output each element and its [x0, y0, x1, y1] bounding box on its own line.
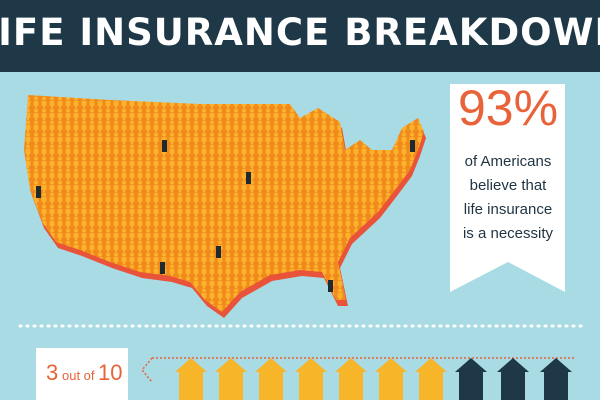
title: LIFE INSURANCE BREAKDOWN [0, 11, 600, 54]
stat-line: believe that [470, 177, 548, 194]
callout-text: out of [62, 368, 95, 383]
stat-line: of Americans [465, 153, 552, 170]
callout-total: 10 [98, 360, 122, 385]
house-icon [175, 358, 207, 400]
house-icon [295, 358, 327, 400]
house-icon [415, 358, 447, 400]
stat-line: life insurance [464, 201, 552, 218]
banner [450, 84, 565, 292]
house-icon [375, 358, 407, 400]
stat-value: 93% [458, 80, 558, 136]
house-icon [215, 358, 247, 400]
house-icon [497, 358, 529, 400]
house-icon [540, 358, 572, 400]
stat-line: is a necessity [463, 225, 554, 242]
houses [175, 358, 572, 400]
house-icon [335, 358, 367, 400]
callout-box [36, 348, 128, 400]
house-icon [455, 358, 487, 400]
callout-number: 3 [46, 360, 58, 385]
us-map [24, 95, 426, 318]
house-icon [255, 358, 287, 400]
header-band [0, 0, 600, 72]
bracket [141, 357, 576, 383]
